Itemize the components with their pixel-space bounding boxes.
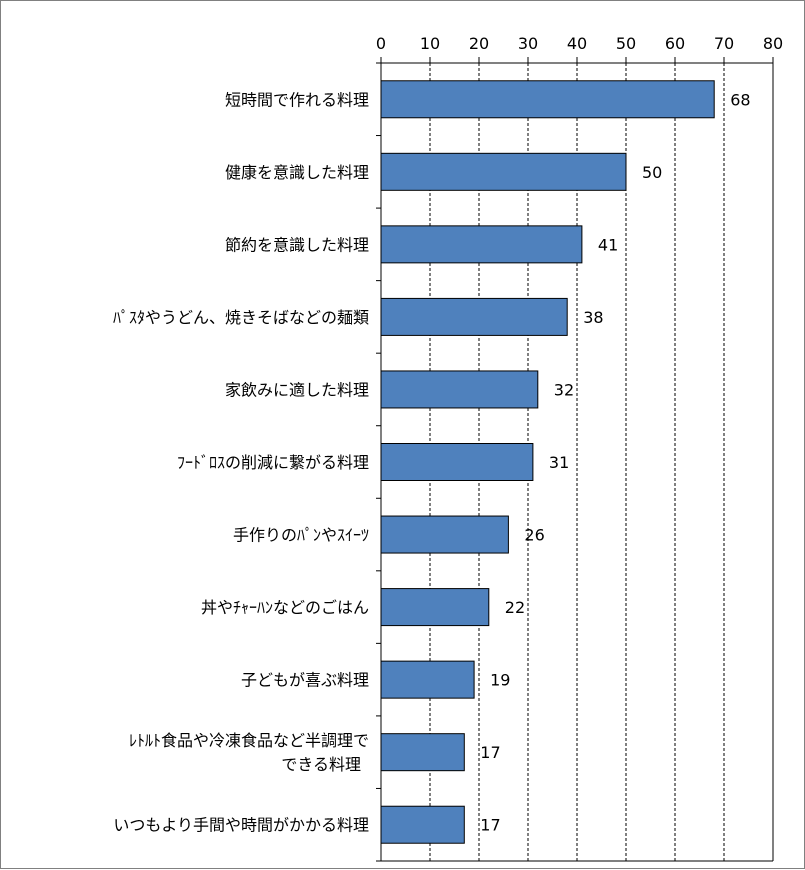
x-tick-label: 60 [665,34,685,53]
data-label: 50 [642,163,662,182]
category-label-line: 丼やﾁｬｰﾊﾝなどのごはん [201,598,369,617]
bar [380,443,534,481]
category-label: 丼やﾁｬｰﾊﾝなどのごはん [201,598,369,617]
data-label: 31 [549,453,569,472]
category-label-line: 手作りのﾊﾟﾝやｽｲｰﾂ [233,526,369,545]
data-label: 19 [490,671,510,690]
category-label: ﾌｰﾄﾞﾛｽの削減に繋がる料理 [177,453,369,472]
category-label-line: ﾌｰﾄﾞﾛｽの削減に繋がる料理 [177,453,369,472]
bar [380,805,465,844]
category-label: 短時間で作れる料理 [225,90,369,109]
category-label: 子どもが喜ぶ料理 [241,671,369,690]
category-label-line: 節約を意識した料理 [225,235,369,254]
category-label: ﾚﾄﾙﾄ食品や冷凍食品など半調理でできる料理 [129,731,369,774]
category-label: いつもより手間や時間がかかる料理 [113,816,369,835]
data-label: 68 [730,90,750,109]
category-label-line: ﾊﾟｽﾀやうどん、焼きそばなどの麺類 [113,308,369,327]
category-label-line: 家飲みに適した料理 [225,380,369,399]
data-label: 41 [598,235,618,254]
data-label: 17 [480,743,500,762]
labels-layer: 0 10 20 30 40 50 60 70 80 68 短時間で作れる料理 50 健康を意識した料理 4… [113,34,783,835]
x-tick-label: 40 [567,34,587,53]
x-tick-label: 0 [376,34,386,53]
bar [380,370,539,409]
bar [380,515,509,554]
axis-layer [376,57,774,862]
x-tick-label: 50 [616,34,636,53]
category-label-line: 短時間で作れる料理 [225,90,369,109]
category-label: 手作りのﾊﾟﾝやｽｲｰﾂ [233,526,369,545]
bar [380,297,568,336]
x-tick-label: 80 [763,34,783,53]
bar [380,80,715,119]
data-label: 17 [480,816,500,835]
bar [380,588,490,627]
bar [380,733,465,772]
x-tick-label: 30 [518,34,538,53]
grid-layer [429,63,774,861]
bar [380,225,583,264]
category-label: ﾊﾟｽﾀやうどん、焼きそばなどの麺類 [113,308,369,327]
category-label-line: いつもより手間や時間がかかる料理 [113,816,369,835]
data-label: 26 [524,526,544,545]
category-label: 節約を意識した料理 [225,235,369,254]
data-label: 38 [583,308,603,327]
bar [380,660,475,699]
x-tick-label: 10 [420,34,440,53]
data-label: 32 [554,380,574,399]
category-label-line: ﾚﾄﾙﾄ食品や冷凍食品など半調理で [129,731,369,750]
category-label-line: できる料理 [281,755,361,774]
data-label: 22 [505,598,525,617]
category-label-line: 子どもが喜ぶ料理 [241,671,369,690]
category-label: 家飲みに適した料理 [225,380,369,399]
bar [380,152,627,191]
x-tick-label: 70 [714,34,734,53]
category-label: 健康を意識した料理 [225,163,369,182]
category-label-line: 健康を意識した料理 [225,163,369,182]
x-tick-label: 20 [469,34,489,53]
bars-layer [380,80,715,844]
